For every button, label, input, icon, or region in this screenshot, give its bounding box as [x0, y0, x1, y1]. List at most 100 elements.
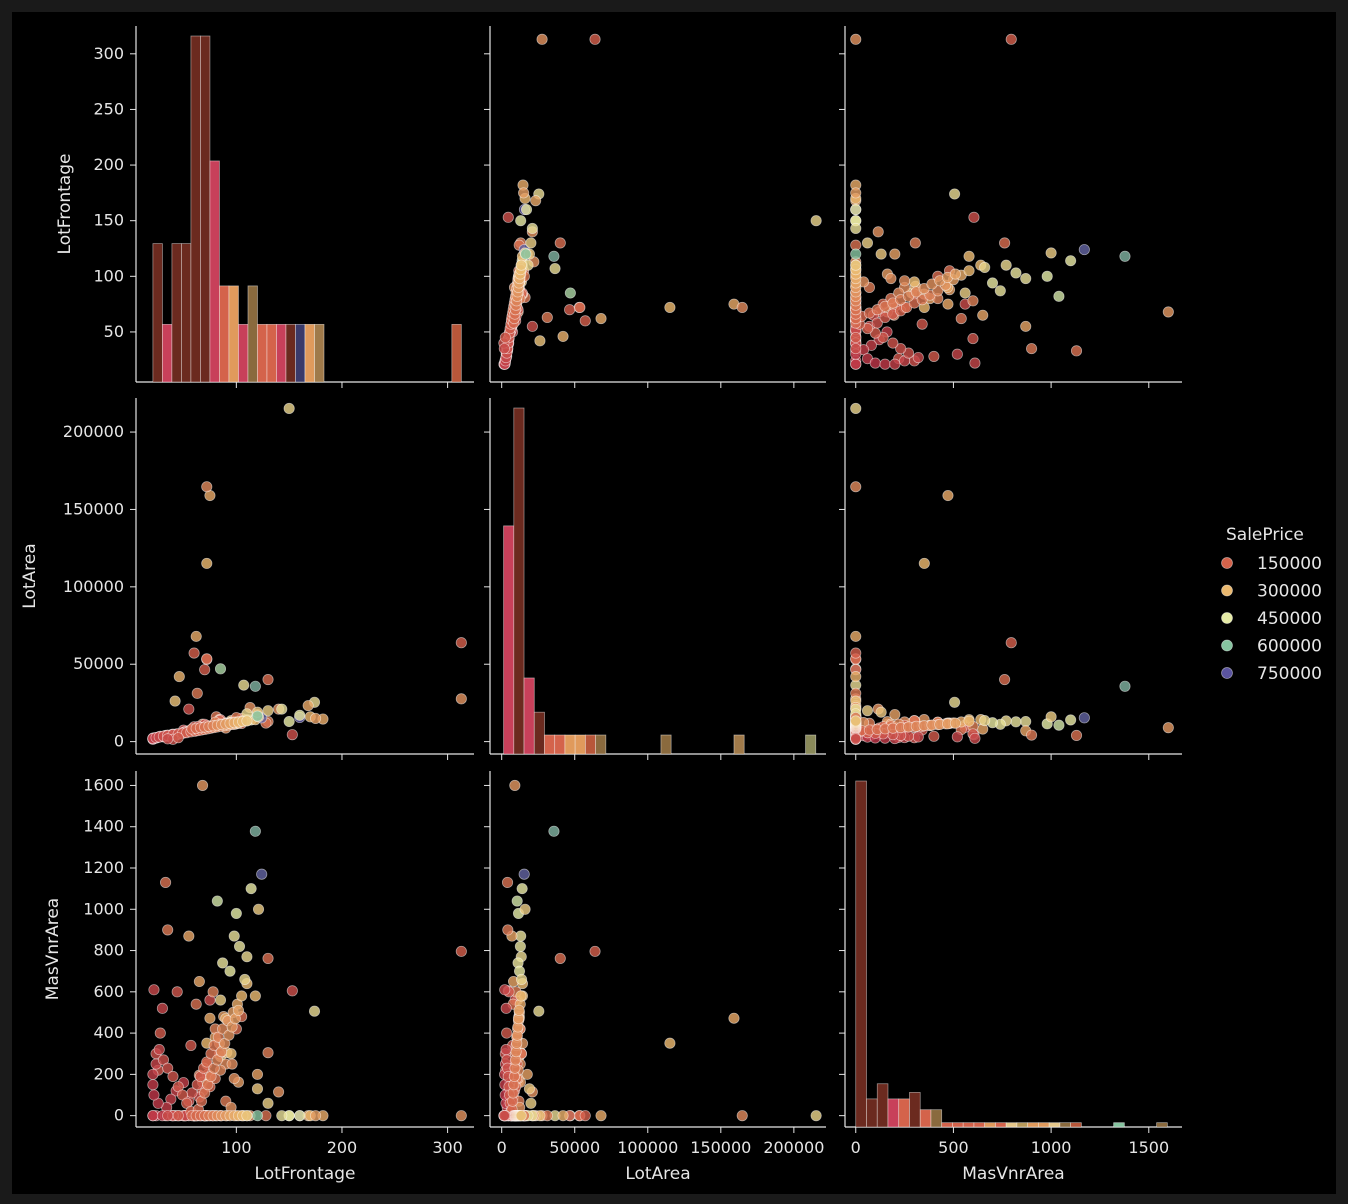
scatter-point — [171, 986, 183, 998]
legend-label: 150000 — [1257, 554, 1322, 574]
scatter-point — [525, 1097, 537, 1109]
scatter-point — [518, 868, 530, 880]
scatter-point — [533, 1005, 545, 1017]
scatter-point — [225, 1048, 237, 1060]
scatter-point — [162, 924, 174, 936]
y-tick-label: 0 — [114, 732, 124, 751]
scatter-point — [879, 358, 891, 370]
scatter-point — [1053, 290, 1065, 302]
histogram-bar — [1027, 1122, 1039, 1128]
histogram-bar — [314, 323, 325, 383]
scatter-point — [850, 204, 862, 216]
scatter-point — [173, 671, 185, 683]
y-tick-label: 100000 — [63, 577, 124, 596]
histogram-bar — [503, 525, 515, 755]
scatter-point — [999, 237, 1011, 249]
scatter-point — [162, 733, 174, 745]
y-axis-label: LotArea — [20, 543, 40, 608]
scatter-point — [1010, 716, 1022, 728]
legend-marker — [1221, 639, 1233, 652]
scatter-point — [500, 1002, 512, 1014]
histogram-bar — [898, 1098, 910, 1128]
histogram-bar — [304, 323, 315, 383]
scatter-point — [1162, 306, 1174, 318]
scatter-point — [515, 1110, 527, 1122]
scatter-point — [942, 298, 954, 310]
scatter-point — [239, 973, 251, 985]
scatter-point — [147, 1079, 159, 1091]
scatter-point — [736, 1110, 748, 1122]
scatter-point — [294, 709, 306, 721]
scatter-point — [310, 1110, 322, 1122]
x-tick-label: 150000 — [690, 1138, 751, 1157]
scatter-point — [251, 1068, 264, 1080]
scatter-point — [196, 779, 209, 791]
scatter-point — [869, 357, 881, 369]
y-tick-label: 200 — [93, 1064, 124, 1083]
x-tick-label: 0 — [851, 1138, 861, 1157]
scatter-point — [256, 868, 268, 880]
y-tick-label: 400 — [93, 1023, 124, 1042]
chart-frame: 50 100 150 200 250 300 0 50000 100000 150000 20000… — [12, 12, 1336, 1194]
scatter-point — [252, 903, 265, 915]
scatter-point — [520, 248, 532, 260]
scatter-point — [498, 1110, 510, 1122]
y-tick-label: 1600 — [83, 775, 124, 794]
histogram-bar — [595, 734, 607, 755]
scatter-point — [968, 211, 980, 223]
scatter-point — [1065, 714, 1077, 726]
scatter-point — [969, 357, 981, 369]
scatter-point — [1065, 255, 1077, 267]
histogram-bar — [285, 323, 296, 383]
scatter-point — [499, 984, 511, 996]
scatter-point — [908, 276, 920, 288]
histogram-bar — [1005, 1122, 1018, 1128]
scatter-point — [548, 250, 560, 262]
x-tick-label: 0 — [497, 1138, 507, 1157]
scatter-point — [963, 715, 975, 727]
scatter-point — [190, 998, 202, 1010]
scatter-point — [916, 318, 928, 330]
scatter-point — [224, 965, 236, 977]
scatter-point — [236, 990, 248, 1002]
scatter-point — [850, 671, 862, 683]
scatter-point — [230, 907, 242, 919]
x-axis-label: LotFrontage — [255, 1164, 356, 1184]
scatter-point — [1119, 250, 1131, 262]
scatter-point — [889, 248, 901, 260]
scatter-point — [564, 287, 576, 299]
x-tick-label: 300 — [432, 1138, 463, 1157]
scatter-point — [928, 730, 940, 742]
scatter-point — [850, 630, 862, 642]
scatter-point — [1020, 320, 1032, 332]
scatter-point — [850, 481, 862, 493]
scatter-point — [979, 261, 991, 273]
scatter-point — [850, 259, 862, 271]
scatter-point — [514, 940, 526, 952]
histogram-bar — [973, 1122, 986, 1128]
y-tick-label: 200 — [93, 155, 124, 174]
scatter-point — [1020, 272, 1032, 285]
scatter-point — [895, 343, 907, 355]
scatter-point — [1162, 722, 1174, 734]
scatter-point — [245, 883, 257, 895]
histogram-bar — [1156, 1122, 1168, 1128]
scatter-point — [509, 779, 521, 791]
scatter-point — [262, 674, 274, 686]
scatter-point — [241, 951, 253, 963]
scatter-point — [501, 1027, 513, 1039]
scatter-point — [162, 1110, 174, 1122]
histogram-bar — [876, 1083, 889, 1128]
scatter-point — [979, 715, 991, 727]
x-tick-label: 1500 — [1128, 1138, 1169, 1157]
legend-marker — [1221, 584, 1233, 597]
scatter-point — [1070, 729, 1083, 741]
scatter-point — [1010, 267, 1022, 279]
scatter-point — [241, 715, 253, 727]
scatter-point — [207, 986, 219, 998]
y-tick-label: 150 — [93, 211, 124, 230]
scatter-point — [249, 825, 261, 837]
scatter-point — [499, 331, 511, 344]
scatter-point — [526, 320, 538, 332]
scatter-point — [232, 1004, 245, 1016]
